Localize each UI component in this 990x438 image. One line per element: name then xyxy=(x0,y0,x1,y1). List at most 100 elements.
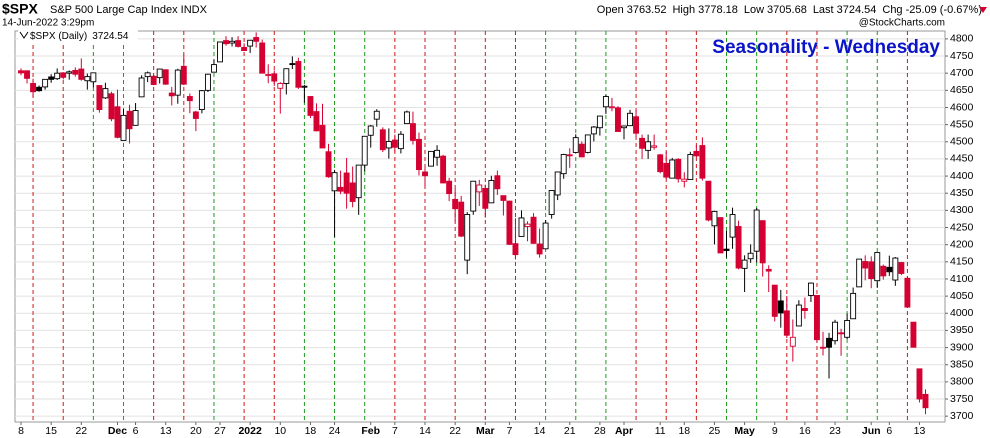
candle-body xyxy=(512,243,519,256)
candle-body xyxy=(548,190,555,215)
y-tick-label: 4450 xyxy=(950,153,974,165)
candle-body xyxy=(319,124,326,149)
candle-body xyxy=(765,268,772,272)
candle-body xyxy=(578,143,585,158)
y-tick-label: 4350 xyxy=(950,187,974,199)
security-name: S&P 500 Large Cap Index INDX xyxy=(50,4,208,16)
x-tick-label: 21 xyxy=(564,425,576,437)
candle-body xyxy=(289,63,296,66)
candle-body xyxy=(850,292,857,320)
x-tick-label: 22 xyxy=(75,425,87,437)
candle-body xyxy=(717,217,724,254)
candle-body xyxy=(801,308,808,311)
candle-body xyxy=(78,68,85,80)
y-tick-label: 3800 xyxy=(950,376,974,388)
candle-body xyxy=(120,114,127,141)
candle-body xyxy=(506,200,513,245)
candle-body xyxy=(84,76,91,82)
candle-body xyxy=(361,135,368,166)
candle-body xyxy=(476,184,483,193)
candle-body xyxy=(892,257,899,281)
x-tick-label: 6 xyxy=(133,425,139,437)
candle-body xyxy=(253,37,260,42)
candle-body xyxy=(229,40,236,44)
candle-body xyxy=(711,210,718,227)
y-tick-label: 4100 xyxy=(950,273,974,285)
candle-body xyxy=(735,226,742,269)
candle-body xyxy=(566,154,573,157)
candle-body xyxy=(434,149,441,158)
x-tick-label: 25 xyxy=(709,425,721,437)
candle-body xyxy=(753,209,760,252)
candle-body xyxy=(428,150,434,167)
candle-body xyxy=(144,72,151,78)
x-tick-label: 14 xyxy=(419,425,431,437)
candle-body xyxy=(452,198,459,210)
x-tick-label: Feb xyxy=(361,425,380,437)
quote-value: 3778.18 xyxy=(698,4,738,16)
y-tick-label: 4600 xyxy=(950,101,974,113)
candle-body xyxy=(675,158,682,180)
candle-body xyxy=(494,175,501,190)
candle-body xyxy=(72,69,79,75)
candle-body xyxy=(385,140,392,149)
x-tick-label: 2022 xyxy=(238,425,262,437)
candle-body xyxy=(211,64,217,73)
candle-body xyxy=(18,70,24,74)
candle-body xyxy=(156,68,163,79)
candle-body xyxy=(910,321,917,348)
x-tick-label: 18 xyxy=(305,425,317,437)
candle-body xyxy=(669,159,676,179)
candle-body xyxy=(325,151,332,178)
candle-body xyxy=(795,304,802,327)
candle-body xyxy=(60,72,67,78)
plot-frame xyxy=(14,30,946,423)
y-tick-label: 4550 xyxy=(950,118,974,130)
candle-body xyxy=(518,217,525,237)
candle-body xyxy=(621,125,627,129)
candle-body xyxy=(602,96,609,108)
x-tick-label: 14 xyxy=(534,425,546,437)
candle-body xyxy=(590,126,597,135)
candle-body xyxy=(259,42,266,74)
candle-body xyxy=(403,111,410,125)
candle-body xyxy=(265,74,272,77)
candle-body xyxy=(416,138,422,171)
candle-body xyxy=(560,154,567,175)
candle-body xyxy=(862,261,869,269)
candle-body xyxy=(627,112,633,127)
candle-body xyxy=(132,110,139,126)
candle-body xyxy=(217,41,223,63)
candle-body xyxy=(108,93,115,120)
quote-label: Chg xyxy=(882,4,902,16)
candle-body xyxy=(542,222,549,250)
quote-value: -25.09 (-0.67%) xyxy=(906,4,982,16)
x-tick-label: 15 xyxy=(45,425,57,437)
candle-body xyxy=(186,96,193,102)
candle-body xyxy=(844,320,851,338)
x-tick-label: Jun xyxy=(862,425,881,437)
candle-body xyxy=(30,83,37,93)
candle-body xyxy=(536,243,543,255)
candle-body xyxy=(168,92,175,97)
candle-body xyxy=(826,337,832,348)
candle-body xyxy=(48,76,55,80)
candle-body xyxy=(687,154,694,180)
x-tick-label: 13 xyxy=(914,425,926,437)
candle-body xyxy=(458,201,465,237)
candle-body xyxy=(554,171,561,196)
candle-body xyxy=(874,252,881,282)
quote-value: 3763.52 xyxy=(627,4,667,16)
x-tick-label: 6 xyxy=(886,425,892,437)
quote-value: 3705.68 xyxy=(767,4,807,16)
candle-body xyxy=(500,195,507,201)
candle-body xyxy=(482,187,489,209)
candle-body xyxy=(633,116,640,134)
candle-body xyxy=(283,68,290,84)
candle-body xyxy=(524,223,531,227)
candle-body xyxy=(771,284,778,317)
y-tick-label: 4000 xyxy=(950,307,974,319)
candle-body xyxy=(880,265,887,277)
candle-body xyxy=(42,78,49,88)
